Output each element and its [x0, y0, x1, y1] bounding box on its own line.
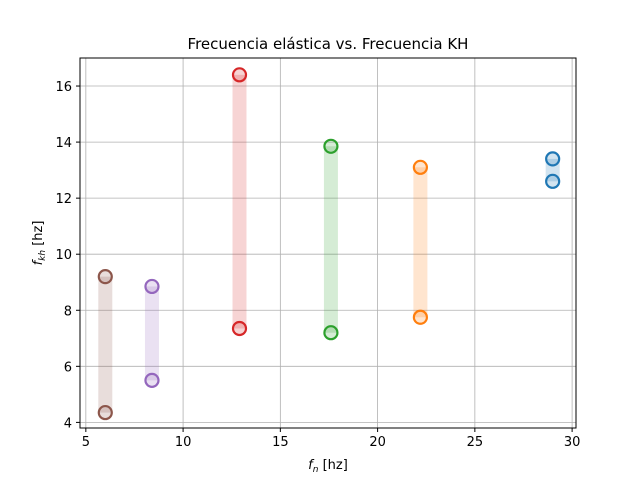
x-axis-label-unit: [hz]: [318, 458, 347, 473]
point-C2-high: [323, 138, 339, 154]
x-tick-label: 15: [272, 435, 289, 450]
x-axis-label-sub: n: [313, 465, 319, 475]
y-tick-label: 14: [55, 136, 72, 151]
x-axis-label: fn [hz]: [308, 458, 348, 475]
point-C0-high: [545, 151, 561, 167]
y-axis-label-main: f: [31, 258, 46, 265]
range-bar-C5: [98, 276, 113, 413]
y-tick-label: 10: [55, 248, 72, 263]
point-C1-low: [412, 309, 428, 325]
y-tick-label: 12: [55, 192, 72, 207]
range-bars-layer: [98, 74, 560, 413]
point-C5-low: [97, 404, 113, 421]
y-tick-label: 16: [55, 80, 72, 95]
plot-frame: [79, 57, 577, 429]
x-tick-label: 20: [369, 435, 386, 450]
grid-layer: [80, 58, 576, 428]
point-C4-high: [144, 278, 160, 295]
y-axis-label-sub: kh: [38, 250, 48, 261]
x-tick-label: 25: [467, 435, 484, 450]
range-bar-C3: [232, 74, 247, 329]
points-layer: [97, 67, 561, 421]
point-C5-high: [97, 269, 113, 285]
y-axis-label-unit: [hz]: [31, 221, 46, 250]
range-bar-C2: [323, 146, 338, 333]
y-axis-label: fkh [hz]: [31, 221, 48, 266]
point-C2-low: [323, 325, 339, 341]
x-axis-label-main: f: [308, 458, 315, 473]
y-tick-label: 6: [64, 360, 72, 375]
chart-title: Frecuencia elástica vs. Frecuencia KH: [188, 35, 469, 53]
point-C4-low: [144, 372, 160, 388]
y-tick-label: 8: [64, 304, 72, 319]
y-ticks: 4 6 8 10 12 14 16: [55, 80, 80, 431]
point-C0-low: [545, 173, 561, 189]
range-bar-C1: [413, 167, 428, 318]
x-tick-label: 5: [82, 435, 90, 450]
y-tick-label: 4: [64, 416, 72, 431]
x-tick-label: 30: [564, 435, 581, 450]
point-C1-high: [412, 159, 428, 175]
point-C3-high: [231, 67, 248, 83]
x-tick-label: 10: [175, 435, 192, 450]
point-C3-low: [231, 320, 248, 337]
range-bar-C4: [144, 286, 159, 381]
x-ticks: 5 10 15 20 25 30: [82, 428, 581, 450]
